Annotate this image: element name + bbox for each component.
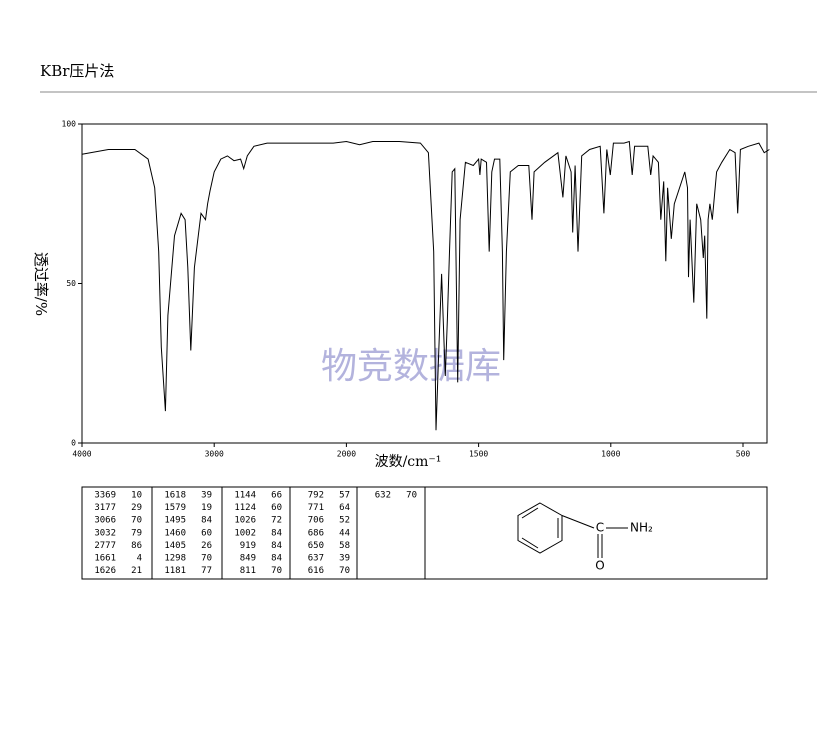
- peak-wavenumber: 1144: [234, 491, 256, 501]
- carbon-label: C: [596, 521, 604, 535]
- peak-transmittance: 84: [271, 554, 282, 564]
- peak-wavenumber: 706: [308, 516, 324, 526]
- y-tick-label: 100: [62, 120, 77, 129]
- peak-transmittance: 86: [131, 541, 142, 551]
- peak-transmittance: 21: [131, 566, 142, 576]
- peak-wavenumber: 919: [240, 541, 256, 551]
- peak-wavenumber: 1298: [164, 554, 186, 564]
- x-tick-label: 500: [736, 450, 751, 459]
- peak-transmittance: 29: [131, 503, 142, 513]
- peak-transmittance: 70: [271, 566, 282, 576]
- peak-transmittance: 60: [201, 528, 212, 538]
- peak-transmittance: 19: [201, 503, 212, 513]
- page-title: KBr压片法: [40, 62, 114, 80]
- peak-transmittance: 64: [339, 503, 350, 513]
- peak-wavenumber: 3066: [94, 516, 116, 526]
- peak-wavenumber: 849: [240, 554, 256, 564]
- x-tick-label: 1000: [601, 450, 620, 459]
- peak-wavenumber: 686: [308, 528, 324, 538]
- y-tick-label: 0: [71, 439, 76, 448]
- peak-transmittance: 44: [339, 528, 350, 538]
- peak-wavenumber: 3177: [94, 503, 116, 513]
- peak-transmittance: 57: [339, 491, 350, 501]
- peak-transmittance: 70: [406, 491, 417, 501]
- x-tick-label: 4000: [72, 450, 91, 459]
- amine-label: NH₂: [630, 521, 653, 535]
- peak-transmittance: 70: [201, 554, 212, 564]
- peak-wavenumber: 1181: [164, 566, 186, 576]
- peak-wavenumber: 1495: [164, 516, 186, 526]
- peak-transmittance: 70: [131, 516, 142, 526]
- peak-transmittance: 84: [271, 541, 282, 551]
- peak-transmittance: 26: [201, 541, 212, 551]
- peak-wavenumber: 771: [308, 503, 324, 513]
- peak-wavenumber: 1026: [234, 516, 256, 526]
- peak-wavenumber: 632: [375, 491, 391, 501]
- peak-wavenumber: 650: [308, 541, 324, 551]
- peak-wavenumber: 616: [308, 566, 324, 576]
- peak-transmittance: 58: [339, 541, 350, 551]
- peak-transmittance: 84: [271, 528, 282, 538]
- peak-transmittance: 10: [131, 491, 142, 501]
- peak-wavenumber: 637: [308, 554, 324, 564]
- oxygen-label: O: [595, 559, 604, 573]
- peak-transmittance: 52: [339, 516, 350, 526]
- peak-wavenumber: 1618: [164, 491, 186, 501]
- spectrum-line: [81, 140, 770, 431]
- table-dividers: [151, 487, 426, 579]
- peak-wavenumber: 1124: [234, 503, 256, 513]
- peak-transmittance: 39: [201, 491, 212, 501]
- peak-transmittance: 84: [201, 516, 212, 526]
- watermark: 物竞数据库: [321, 346, 501, 387]
- plot-frame: [81, 123, 768, 444]
- peak-transmittance: 79: [131, 528, 142, 538]
- y-axis-label: 透过率/%: [32, 252, 50, 316]
- peak-transmittance: 4: [137, 554, 142, 564]
- x-tick-label: 2000: [337, 450, 356, 459]
- peak-wavenumber: 811: [240, 566, 256, 576]
- x-tick-label: 3000: [205, 450, 224, 459]
- x-tick-label: 1500: [469, 450, 488, 459]
- peak-wavenumber: 2777: [94, 541, 116, 551]
- peak-transmittance: 39: [339, 554, 350, 564]
- peak-wavenumber: 3369: [94, 491, 116, 501]
- peak-transmittance: 60: [271, 503, 282, 513]
- peak-wavenumber: 1579: [164, 503, 186, 513]
- y-tick-label: 50: [66, 279, 76, 288]
- peak-wavenumber: 1661: [94, 554, 116, 564]
- peak-transmittance: 72: [271, 516, 282, 526]
- peak-wavenumber: 3032: [94, 528, 116, 538]
- x-axis-label: 波数/cm⁻¹: [375, 454, 442, 470]
- peak-wavenumber: 1405: [164, 541, 186, 551]
- benzamide-structure: [517, 502, 628, 558]
- peak-wavenumber: 1460: [164, 528, 186, 538]
- peak-wavenumber: 1626: [94, 566, 116, 576]
- peak-transmittance: 70: [339, 566, 350, 576]
- peak-transmittance: 77: [201, 566, 212, 576]
- peak-wavenumber: 792: [308, 491, 324, 501]
- peak-transmittance: 66: [271, 491, 282, 501]
- peak-wavenumber: 1002: [234, 528, 256, 538]
